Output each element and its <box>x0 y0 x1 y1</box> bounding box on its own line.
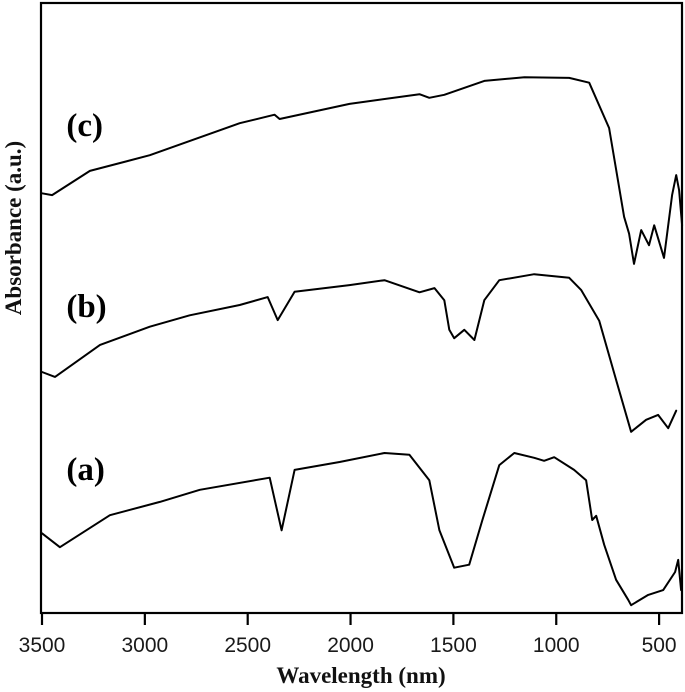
spectrum-curve-c <box>41 76 684 265</box>
spectrum-curve-b <box>41 273 678 433</box>
x-tick-label: 3500 <box>19 634 66 657</box>
x-tick-label: 1000 <box>533 634 580 657</box>
plot-frame <box>39 1 684 615</box>
series-label-a: (a) <box>66 452 104 488</box>
x-tick-label: 500 <box>642 634 677 657</box>
x-axis-label: Wavelength (nm) <box>276 663 445 688</box>
spectra-curves <box>41 76 684 607</box>
x-tick-label: 2500 <box>224 634 271 657</box>
x-tick-label: 1500 <box>430 634 477 657</box>
y-axis-label: Absorbance (a.u.) <box>1 141 26 315</box>
x-axis-ticks: 3500 3000 2500 2000 1500 1000 500 <box>19 613 677 657</box>
spectrum-curve-a <box>41 452 683 607</box>
series-label-b: (b) <box>66 289 106 325</box>
series-label-c: (c) <box>66 108 103 144</box>
x-tick-label: 3000 <box>121 634 168 657</box>
x-tick-label: 2000 <box>327 634 374 657</box>
series-labels: (a) (b) (c) <box>66 108 106 488</box>
